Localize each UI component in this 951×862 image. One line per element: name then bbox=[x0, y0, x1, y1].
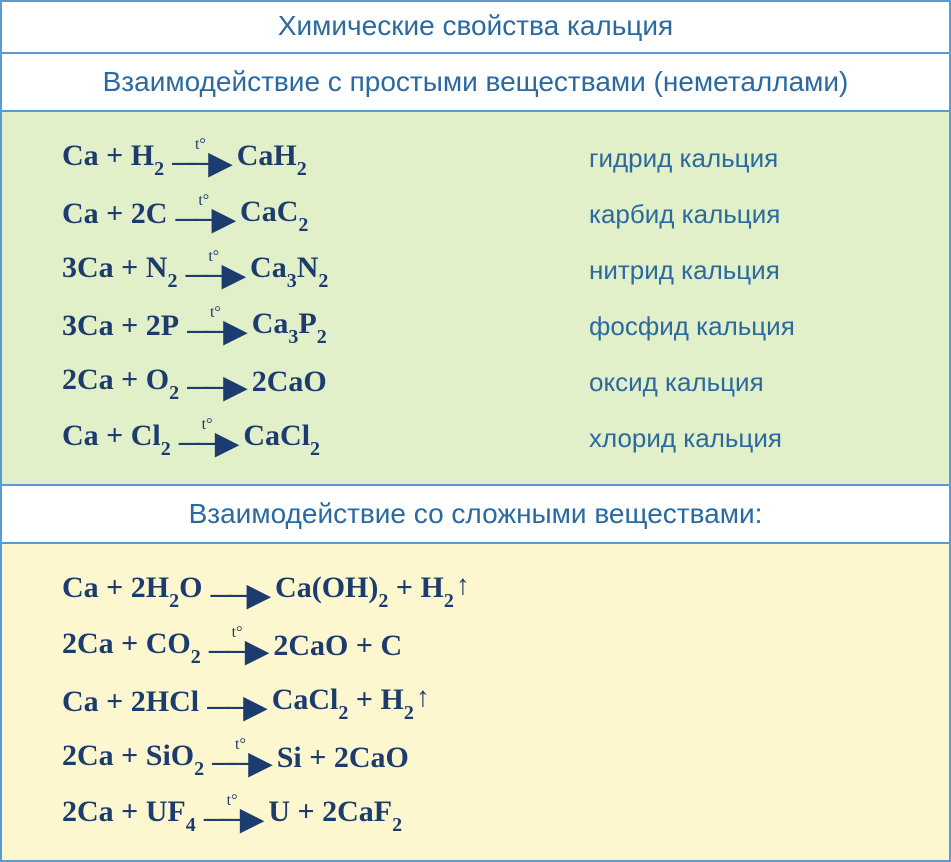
reaction-arrow: t°──▶ bbox=[179, 417, 236, 459]
reaction-equation: 2Ca + O2 ──▶ 2CaO bbox=[62, 361, 327, 403]
reaction-lhs: Ca + 2HCl bbox=[62, 685, 199, 719]
reaction-lhs: 2Ca + O2 bbox=[62, 363, 179, 402]
reaction-row: 3Ca + 2Pt°──▶Ca3P2 фосфид кальция bbox=[62, 298, 919, 354]
reaction-row: Ca + H2t°──▶CaH2 гидрид кальция bbox=[62, 130, 919, 186]
reaction-equation: 3Ca + N2t°──▶Ca3N2 bbox=[62, 249, 328, 291]
sections-container: Взаимодействие с простыми веществами (не… bbox=[2, 52, 949, 860]
reaction-rhs: CaCl2 bbox=[243, 419, 320, 458]
reaction-equation: 2Ca + CO2t°──▶2CaO + C bbox=[62, 625, 402, 667]
reaction-lhs: 2Ca + CO2 bbox=[62, 627, 201, 666]
section-header: Взаимодействие с простыми веществами (не… bbox=[2, 52, 949, 112]
reaction-lhs: 3Ca + N2 bbox=[62, 251, 177, 290]
reaction-arrow: t°──▶ bbox=[204, 793, 261, 835]
product-label: фосфид кальция bbox=[589, 311, 919, 342]
reaction-arrow: t°──▶ bbox=[187, 305, 244, 347]
arrow-shaft: ──▶ bbox=[175, 205, 232, 235]
arrow-shaft: ──▶ bbox=[204, 805, 261, 835]
product-label: карбид кальция bbox=[589, 199, 919, 230]
arrow-shaft: ──▶ bbox=[185, 261, 242, 291]
reaction-rhs: U + 2CaF2 bbox=[268, 795, 402, 834]
reaction-row: Ca + 2HCl ──▶ CaCl2 + H2↑ bbox=[62, 674, 919, 730]
product-label: хлорид кальция bbox=[589, 423, 919, 454]
product-label: оксид кальция bbox=[589, 367, 919, 398]
arrow-shaft: ──▶ bbox=[212, 749, 269, 779]
arrow-shaft: ──▶ bbox=[207, 693, 264, 723]
reaction-equation: Ca + 2Ct°──▶CaC2 bbox=[62, 193, 308, 235]
reaction-rhs: CaCl2 + H2↑ bbox=[272, 683, 430, 722]
reaction-lhs: 2Ca + SiO2 bbox=[62, 739, 204, 778]
reaction-arrow: ──▶ bbox=[187, 361, 244, 403]
reaction-lhs: Ca + H2 bbox=[62, 139, 164, 178]
reaction-equation: 2Ca + UF4t°──▶U + 2CaF2 bbox=[62, 793, 402, 835]
reaction-rhs: Si + 2CaO bbox=[277, 741, 409, 775]
reaction-equation: 3Ca + 2Pt°──▶Ca3P2 bbox=[62, 305, 327, 347]
reaction-rhs: 2CaO + C bbox=[273, 629, 402, 663]
reaction-arrow: t°──▶ bbox=[175, 193, 232, 235]
arrow-shaft: ──▶ bbox=[172, 149, 229, 179]
reaction-arrow: ──▶ bbox=[210, 569, 267, 611]
reaction-equation: Ca + Cl2t°──▶CaCl2 bbox=[62, 417, 320, 459]
reaction-rhs: CaC2 bbox=[240, 195, 308, 234]
reaction-rhs: 2CaO bbox=[252, 365, 327, 399]
reaction-rhs: Ca3P2 bbox=[252, 307, 327, 346]
reaction-arrow: t°──▶ bbox=[172, 137, 229, 179]
arrow-shaft: ──▶ bbox=[210, 581, 267, 611]
reaction-lhs: Ca + 2H2O bbox=[62, 571, 202, 610]
product-label: нитрид кальция bbox=[589, 255, 919, 286]
section-header: Взаимодействие со сложными веществами: bbox=[2, 484, 949, 544]
reaction-row: Ca + Cl2t°──▶CaCl2 хлорид кальция bbox=[62, 410, 919, 466]
reaction-equation: Ca + 2H2O ──▶ Ca(OH)2 + H2↑ bbox=[62, 569, 470, 611]
reaction-row: 3Ca + N2t°──▶Ca3N2 нитрид кальция bbox=[62, 242, 919, 298]
reaction-row: 2Ca + O2 ──▶ 2CaO оксид кальция bbox=[62, 354, 919, 410]
arrow-shaft: ──▶ bbox=[209, 637, 266, 667]
reaction-rhs: CaH2 bbox=[237, 139, 307, 178]
reaction-lhs: Ca + 2C bbox=[62, 197, 167, 231]
chemistry-card: Химические свойства кальция Взаимодейств… bbox=[0, 0, 951, 862]
reaction-arrow: t°──▶ bbox=[185, 249, 242, 291]
arrow-shaft: ──▶ bbox=[187, 373, 244, 403]
reaction-equation: 2Ca + SiO2t°──▶Si + 2CaO bbox=[62, 737, 409, 779]
reaction-lhs: Ca + Cl2 bbox=[62, 419, 171, 458]
reaction-lhs: 2Ca + UF4 bbox=[62, 795, 196, 834]
main-title: Химические свойства кальция bbox=[2, 2, 949, 52]
reaction-row: Ca + 2Ct°──▶CaC2 карбид кальция bbox=[62, 186, 919, 242]
reaction-equation: Ca + H2t°──▶CaH2 bbox=[62, 137, 307, 179]
reaction-arrow: t°──▶ bbox=[209, 625, 266, 667]
reactions-block: Ca + 2H2O──▶Ca(OH)2 + H2↑2Ca + CO2t°──▶2… bbox=[2, 544, 949, 860]
reaction-lhs: 3Ca + 2P bbox=[62, 309, 179, 343]
reactions-block: Ca + H2t°──▶CaH2гидрид кальцияCa + 2Ct°─… bbox=[2, 112, 949, 484]
reaction-rhs: Ca(OH)2 + H2↑ bbox=[275, 571, 470, 610]
reaction-rhs: Ca3N2 bbox=[250, 251, 328, 290]
reaction-row: Ca + 2H2O ──▶ Ca(OH)2 + H2↑ bbox=[62, 562, 919, 618]
reaction-row: 2Ca + SiO2t°──▶Si + 2CaO bbox=[62, 730, 919, 786]
arrow-shaft: ──▶ bbox=[179, 429, 236, 459]
reaction-equation: Ca + 2HCl ──▶ CaCl2 + H2↑ bbox=[62, 681, 430, 723]
reaction-arrow: t°──▶ bbox=[212, 737, 269, 779]
arrow-shaft: ──▶ bbox=[187, 317, 244, 347]
reaction-row: 2Ca + CO2t°──▶2CaO + C bbox=[62, 618, 919, 674]
reaction-arrow: ──▶ bbox=[207, 681, 264, 723]
product-label: гидрид кальция bbox=[589, 143, 919, 174]
